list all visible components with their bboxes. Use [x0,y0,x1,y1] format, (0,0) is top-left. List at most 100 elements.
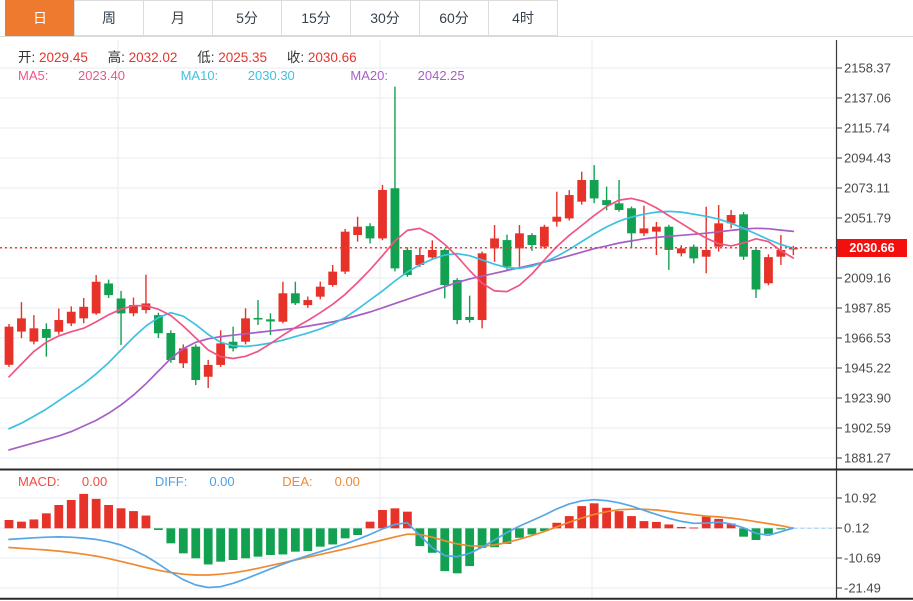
ma10-readout: MA10: 2030.30 [180,68,295,83]
candle-body [266,319,275,322]
candle-body [639,228,649,234]
candle-body [216,343,226,365]
macd-bar [216,528,226,562]
candle-body [178,348,188,364]
candle-body [490,238,499,249]
macd-bar [166,528,176,544]
low-value: 2025.35 [218,50,268,65]
tab-5min[interactable]: 5分 [212,0,282,36]
macd-bar [776,528,786,530]
ma5-line [8,197,795,378]
candle-body [403,249,412,275]
macd-bar [241,528,250,559]
candle-body [79,306,89,319]
macd-bar [79,493,89,529]
macd-bar [390,508,400,529]
macd-bar [104,504,113,529]
macd-bar [378,509,387,529]
macd-bar [490,528,499,548]
y-axis-label: 1987.85 [844,301,891,316]
candle-body [440,249,450,285]
candle-body [54,320,64,332]
y-axis-label: 2051.79 [844,211,891,226]
tab-day[interactable]: 日 [5,0,75,36]
macd-bar [639,521,649,529]
candle-body [515,233,524,249]
macd-bar [129,511,138,529]
candle-body [154,315,163,334]
ohlc-readout: 开: 2029.45 高: 2032.02 低: 2025.35 收: 2030… [18,46,373,66]
candle-body [477,253,487,321]
candle-body [17,318,26,332]
candle-body [602,200,611,206]
macd-bar [676,526,686,529]
candle-body [340,231,350,272]
tab-30min[interactable]: 30分 [350,0,420,36]
macd-bar [664,524,674,529]
macd-bar [589,503,599,529]
macd-bar [17,521,26,529]
macd-bar [41,513,51,529]
macd-bar [527,528,537,535]
current-price-tag: 2030.66 [837,239,907,257]
macd-bar [116,508,126,529]
ma20-readout: MA20: 2042.25 [350,68,465,83]
candle-body [253,317,263,320]
candle-body [29,328,39,342]
macd-bar [4,519,14,529]
macd-bar [652,521,661,529]
macd-bar [465,528,475,567]
candle-body [4,326,14,365]
candle-body [552,216,562,222]
candle-body [589,179,599,199]
candle-body [378,189,387,239]
candle-body [664,226,674,250]
candle-body [726,215,736,224]
candle-body [166,332,176,361]
macd-axis-label: -10.69 [844,551,881,566]
high-value: 2032.02 [128,50,178,65]
macd-readout: MACD: 0.00 DIFF: 0.00 DEA: 0.00 [18,474,404,489]
y-axis-label: 2073.11 [844,181,890,196]
open-value: 2029.45 [39,50,88,65]
diff-line [8,498,795,589]
ma5-readout: MA5: 2023.40 [18,68,125,83]
macd-bar [515,528,524,538]
low-label: 低: [197,50,215,65]
macd-bar [54,504,64,529]
candle-body [714,223,724,247]
macd-bar [315,528,325,547]
macd-bar [66,499,76,529]
high-label: 高: [107,50,125,65]
candle-body [241,318,250,342]
macd-bar [154,528,163,530]
tab-15min[interactable]: 15分 [281,0,351,36]
candle-body [539,226,549,247]
candle-body [141,303,151,311]
macd-bar [415,528,425,547]
tab-month[interactable]: 月 [143,0,213,36]
candle-body [129,304,138,314]
macd-bar [228,528,238,560]
macd-bar [764,528,773,534]
tab-4hour[interactable]: 4时 [488,0,558,36]
candle-body [676,248,686,254]
macd-bar [614,511,624,529]
candle-body [303,300,313,306]
macd-bar [403,511,412,529]
macd-bar [751,528,761,540]
candle-body [614,203,624,210]
y-axis-label: 2115.74 [844,121,890,136]
macd-bar [290,528,300,552]
grid-layer [0,40,836,599]
macd-axis-label: -21.49 [844,581,881,596]
macd-bar [602,507,611,529]
macd-bar [253,528,263,557]
candle-body [689,246,699,259]
tab-week[interactable]: 周 [74,0,144,36]
tab-60min[interactable]: 60分 [419,0,489,36]
close-value: 2030.66 [307,50,357,65]
candle-body [427,249,437,258]
